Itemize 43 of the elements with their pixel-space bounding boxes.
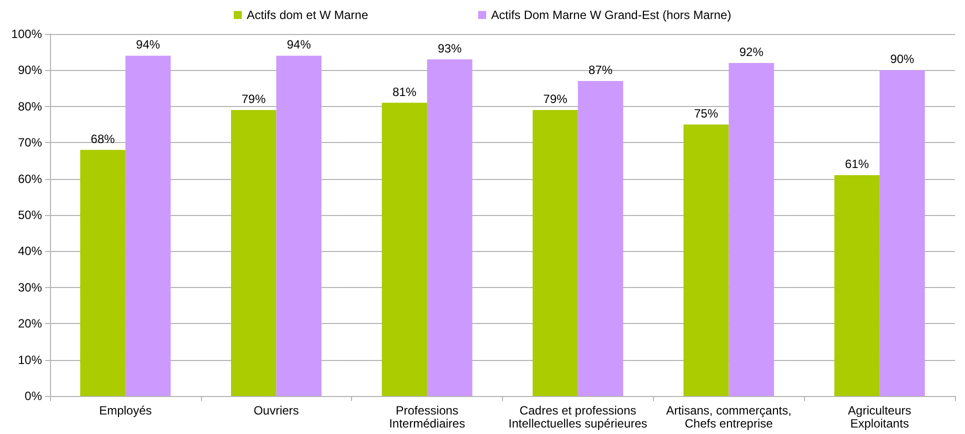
- data-label: 79%: [543, 92, 568, 106]
- y-tick-label: 10%: [18, 352, 42, 367]
- y-tick-label: 50%: [18, 208, 42, 222]
- bar: [834, 175, 880, 396]
- bar: [578, 81, 624, 396]
- bar: [880, 70, 925, 396]
- legend-label: Actifs Dom Marne W Grand-Est (hors Marne): [491, 8, 732, 22]
- data-label: 81%: [392, 84, 417, 99]
- bar: [684, 124, 729, 396]
- bar: [125, 56, 171, 396]
- x-tick-label: Professions Intermédiaires: [389, 404, 466, 430]
- y-tick-label: 90%: [18, 63, 42, 78]
- y-tick-label: 30%: [18, 280, 42, 294]
- data-label: 92%: [739, 44, 764, 59]
- y-tick-label: 20%: [18, 316, 42, 331]
- x-tick-label: Employés: [99, 404, 152, 418]
- data-label: 75%: [694, 106, 718, 120]
- bar: [382, 102, 428, 396]
- bar: [80, 150, 126, 396]
- x-tick-label: Agriculteurs Exploitants: [848, 404, 912, 430]
- x-tick-label: Ouvriers: [254, 404, 299, 418]
- y-tick-label: 40%: [18, 244, 42, 258]
- bar: [532, 110, 578, 396]
- y-tick-label: 80%: [18, 99, 42, 114]
- y-tick-label: 100%: [11, 27, 42, 41]
- bar: [728, 62, 774, 396]
- legend-label: Actifs dom et W Marne: [246, 8, 368, 22]
- data-label: 94%: [286, 38, 312, 52]
- y-tick-label: 0%: [24, 389, 42, 403]
- bar: [276, 56, 322, 396]
- x-tick-label: Artisans, commerçants, Chefs entreprise: [666, 404, 792, 430]
- y-tick-label: 70%: [18, 136, 42, 150]
- y-tick-label: 60%: [18, 172, 42, 186]
- bar: [231, 110, 276, 396]
- data-label: 93%: [438, 41, 462, 56]
- bar: [427, 59, 472, 396]
- data-label: 87%: [588, 63, 613, 78]
- x-tick-label: Cadres et professions Intellectuelles supérieures: [508, 404, 648, 430]
- data-label: 90%: [890, 52, 915, 66]
- data-label: 94%: [136, 38, 160, 52]
- data-label: 61%: [844, 157, 870, 172]
- data-label: 68%: [90, 132, 116, 146]
- data-label: 79%: [242, 92, 266, 106]
